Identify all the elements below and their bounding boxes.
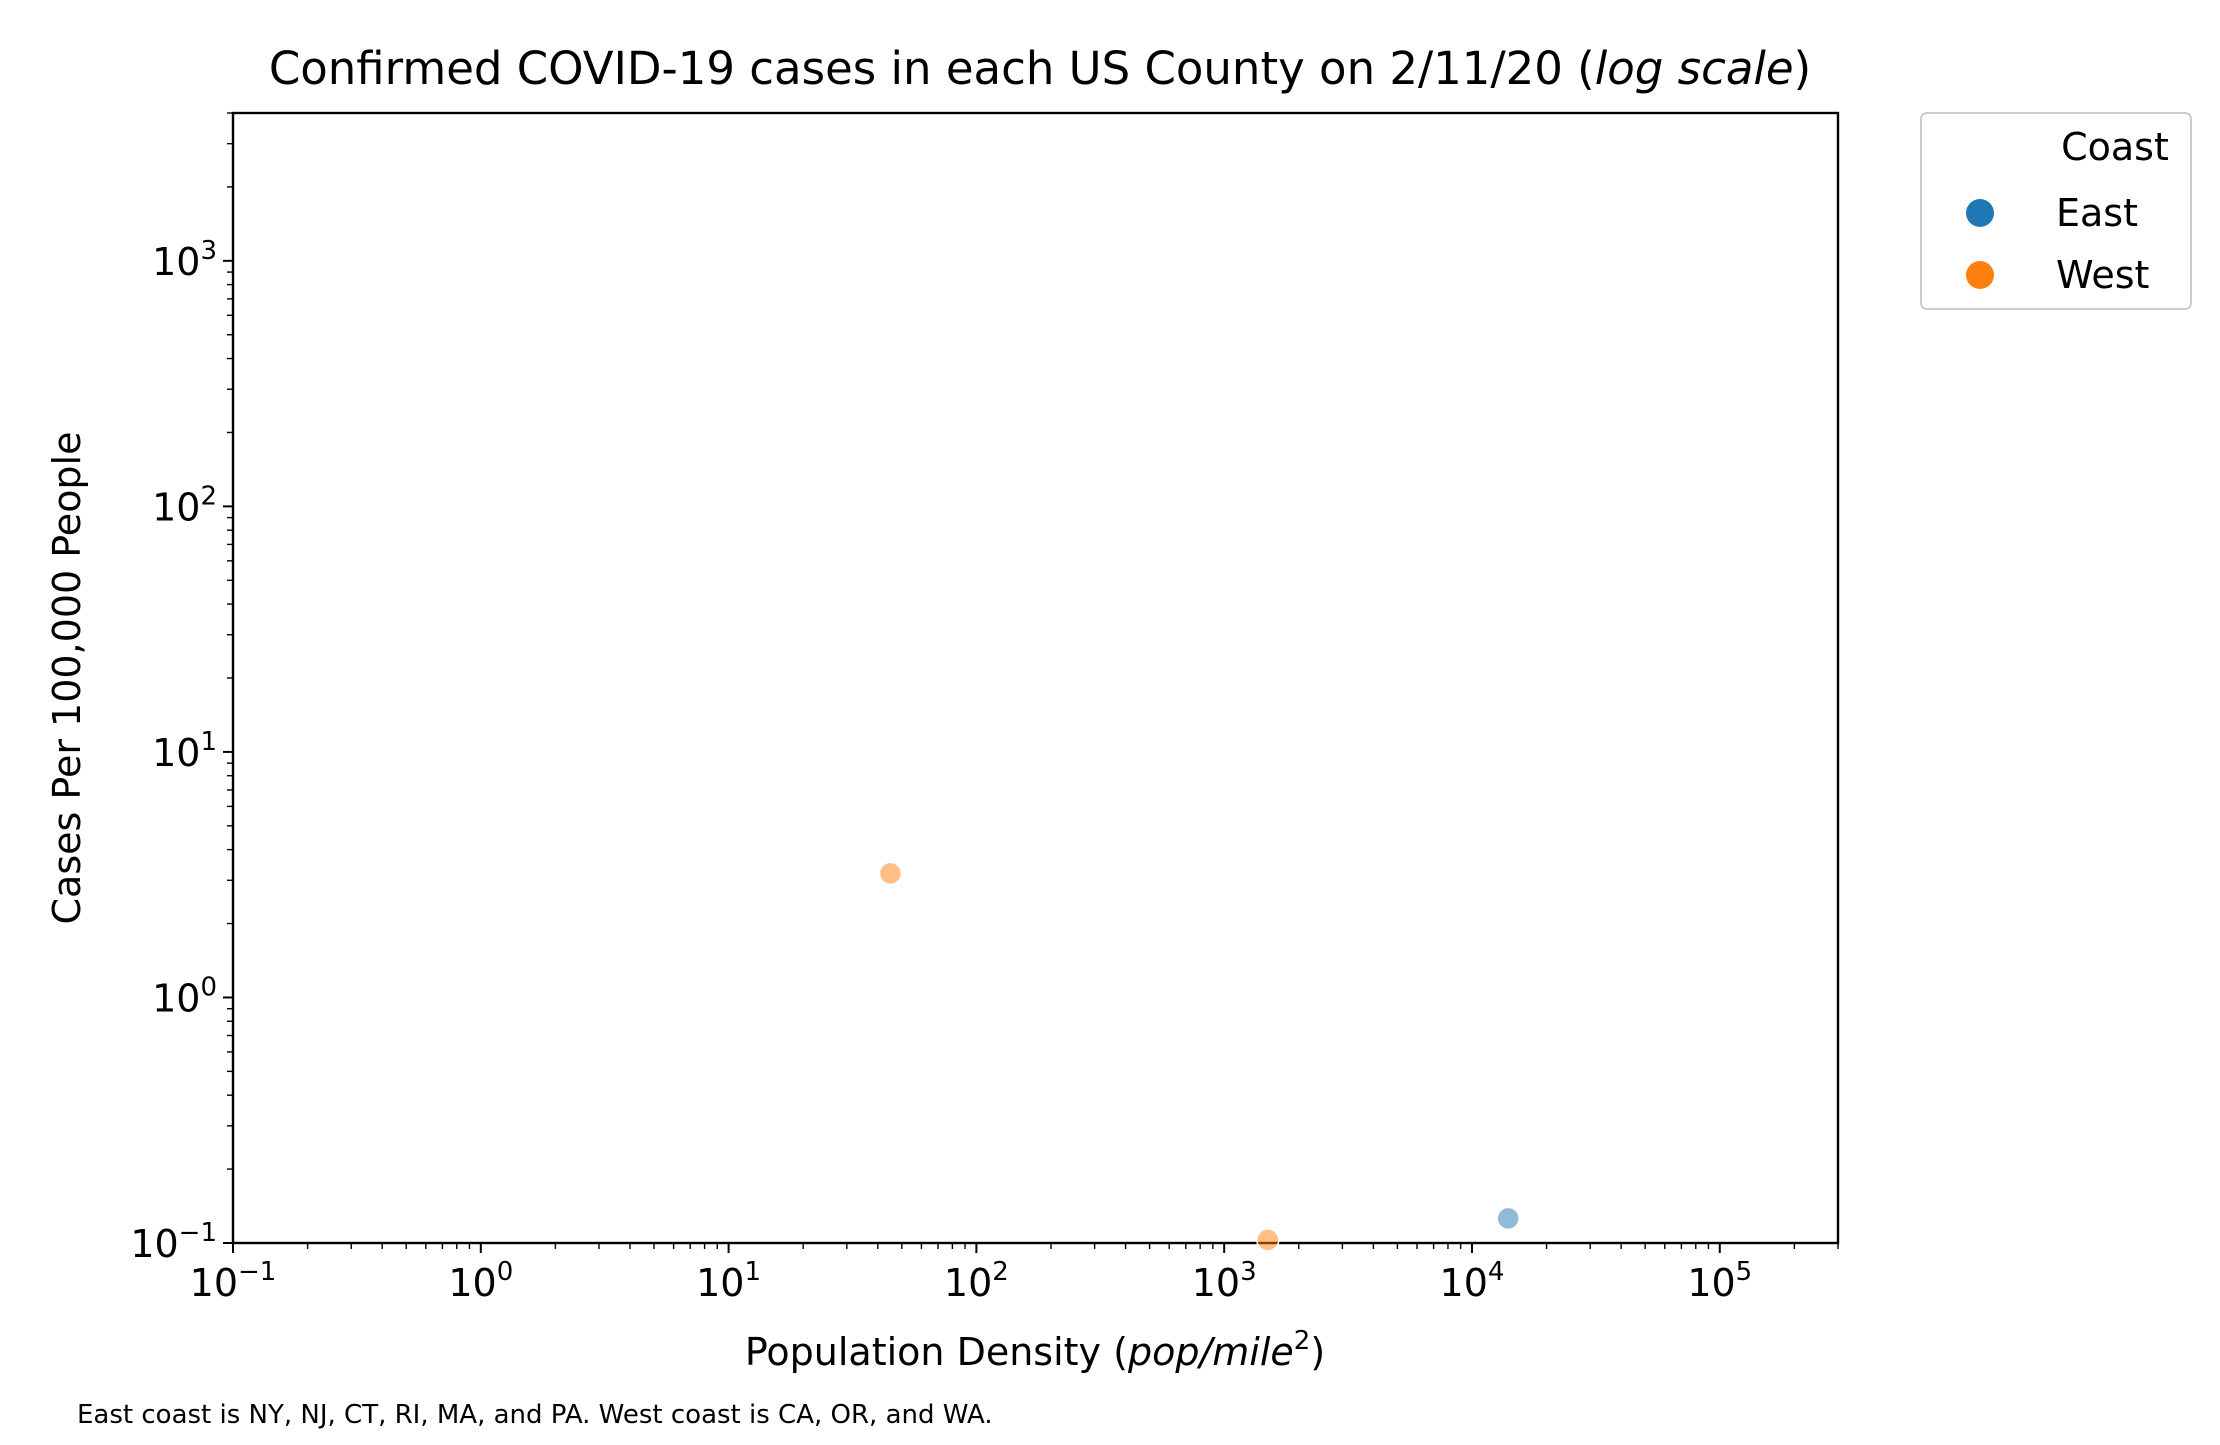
data-points (878, 861, 1520, 1252)
y-tick-label: 102 (152, 481, 217, 529)
point-west (1256, 1228, 1280, 1252)
x-tick-label: 102 (944, 1257, 1009, 1305)
y-tick-label: 101 (152, 727, 217, 775)
legend-title: Coast (2061, 125, 2169, 169)
y-tick-label: 10−1 (130, 1218, 217, 1266)
legend-label-east: East (2056, 191, 2138, 235)
x-tick-label: 100 (448, 1257, 513, 1305)
y-tick-label: 100 (152, 972, 217, 1020)
legend-box (1920, 112, 2192, 310)
x-tick-label: 103 (1192, 1257, 1257, 1305)
footnote: East coast is NY, NJ, CT, RI, MA, and PA… (77, 1400, 993, 1430)
x-axis-label: Population Density (pop/mile2) (745, 1326, 1325, 1374)
chart-title: Confirmed COVID-19 cases in each US Coun… (269, 42, 1811, 95)
legend: Coast East West (1920, 112, 2192, 310)
legend-marker-east (1966, 199, 1994, 227)
point-west (878, 861, 903, 886)
y-axis-label: Cases Per 100,000 People (45, 432, 89, 925)
x-tick-label: 105 (1687, 1257, 1752, 1305)
legend-label-west: West (2056, 253, 2149, 297)
x-tick-label: 10−1 (190, 1257, 277, 1305)
x-tick-label: 104 (1440, 1257, 1505, 1305)
x-axis: 10−1 100 101 102 103 104 105 (190, 1243, 1839, 1305)
legend-items: East West (1966, 191, 2149, 297)
legend-marker-west (1966, 261, 1994, 289)
y-axis: 10−1 100 101 102 103 (130, 112, 233, 1266)
point-east (1496, 1206, 1520, 1231)
y-tick-label: 103 (152, 236, 217, 284)
x-tick-label: 101 (696, 1257, 761, 1305)
plot-area (231, 111, 1840, 1245)
